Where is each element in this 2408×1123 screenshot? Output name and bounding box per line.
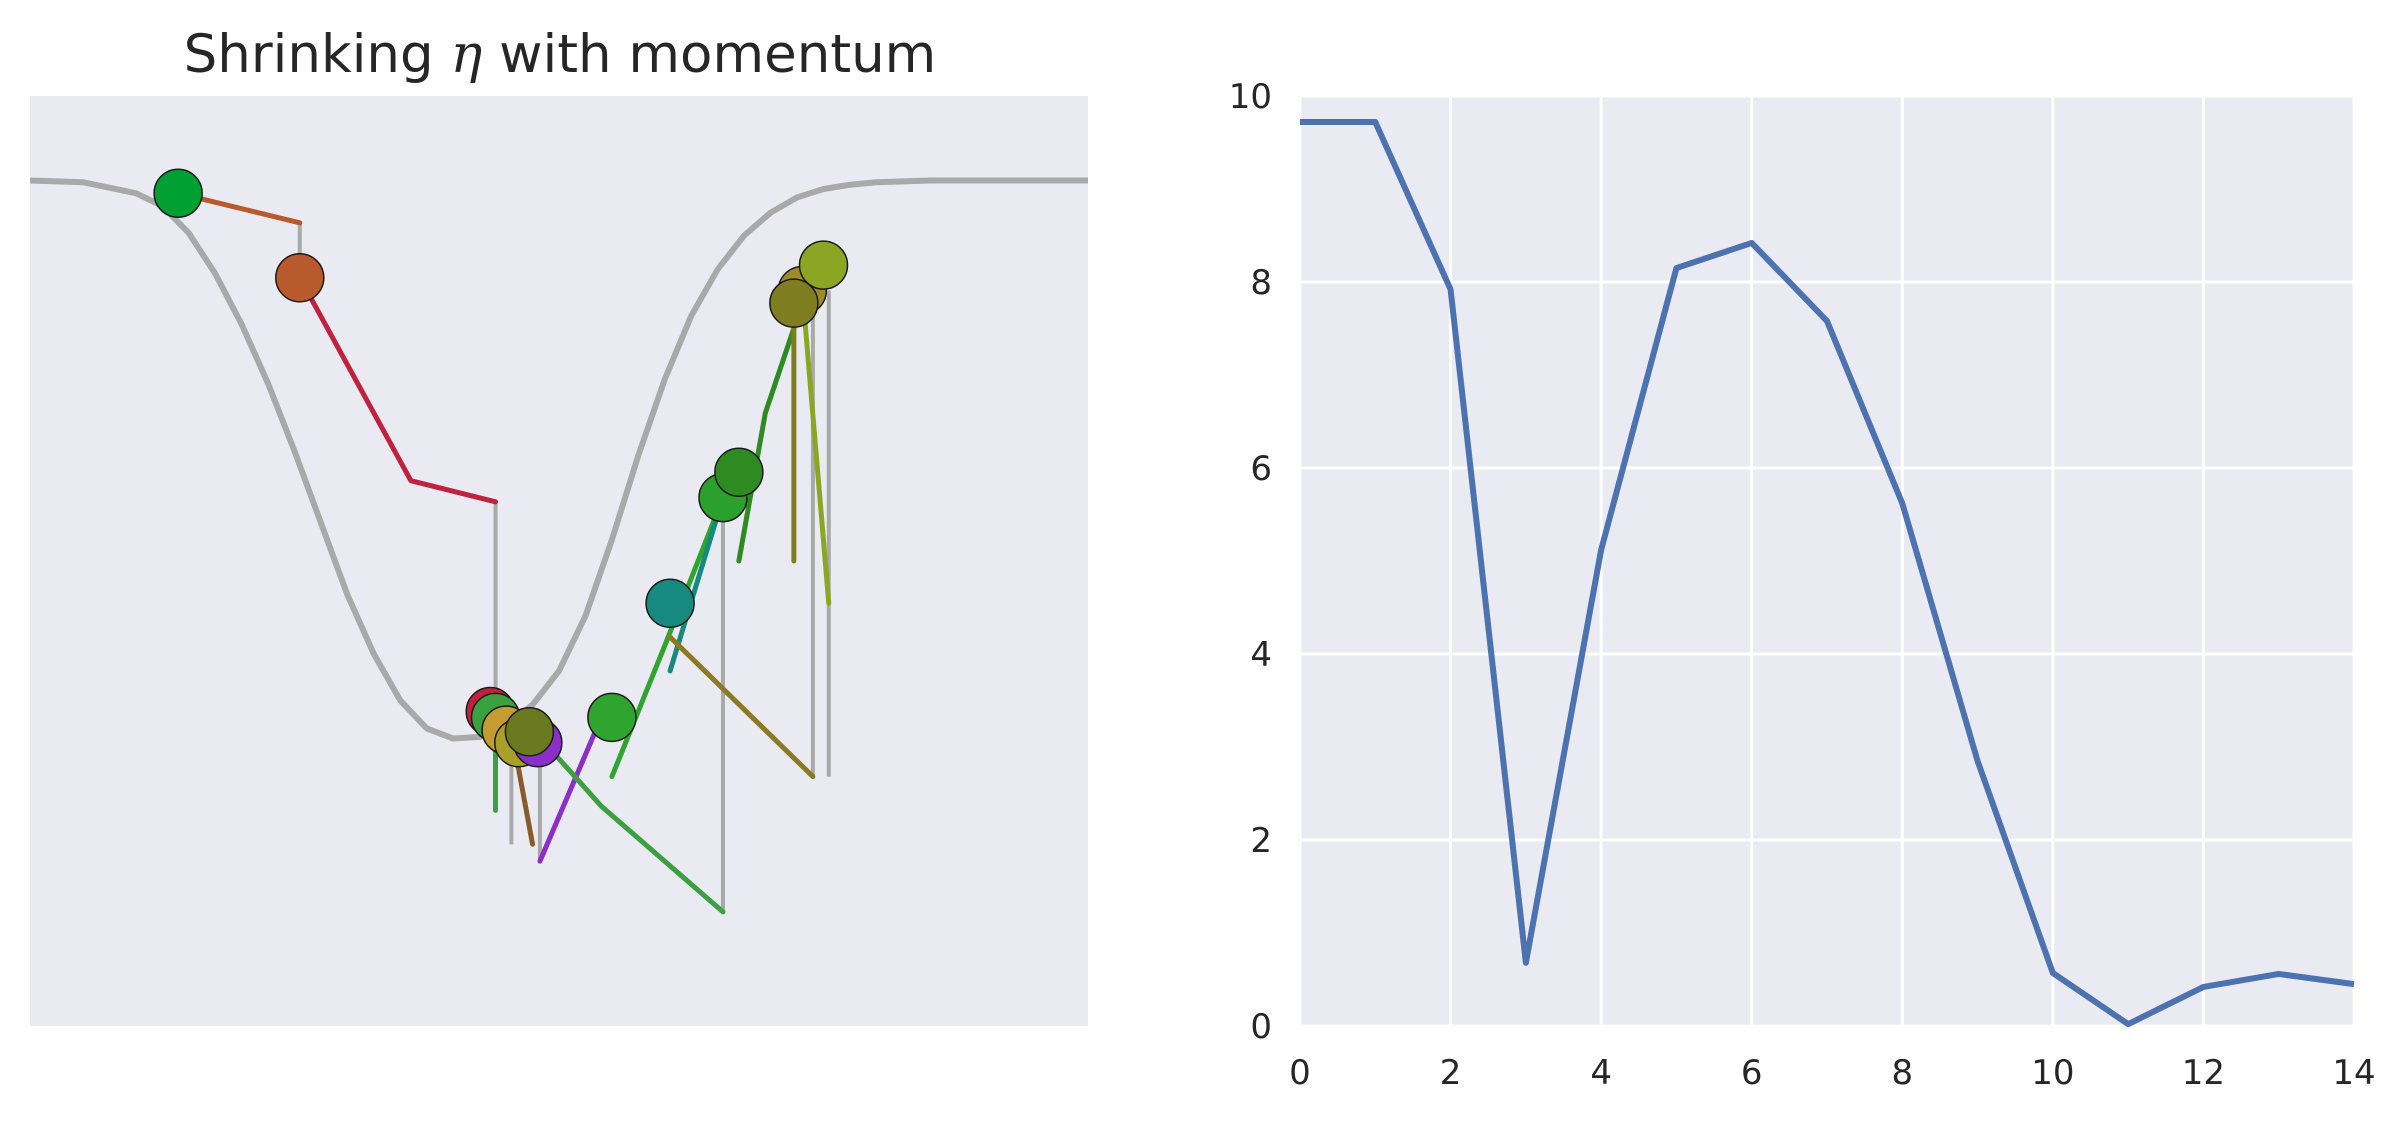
title-prefix: Shrinking xyxy=(184,24,434,85)
x-tick-label-6: 12 xyxy=(2182,1053,2225,1093)
y-tick-label-1: 2 xyxy=(1250,821,1272,861)
step-path-5 xyxy=(545,744,726,915)
iterate-point-1 xyxy=(275,253,325,303)
x-tick-label-2: 4 xyxy=(1590,1053,1612,1093)
y-tick-label-0: 0 xyxy=(1250,1007,1272,1047)
right-plot-background xyxy=(1300,96,2354,1026)
iterate-point-8 xyxy=(587,692,637,743)
loss-series-line xyxy=(1300,119,2355,1028)
step-path-9 xyxy=(736,300,805,564)
iterate-point-0 xyxy=(153,168,203,218)
x-tick-label-4: 8 xyxy=(1891,1053,1913,1093)
x-tick-label-7: 14 xyxy=(2332,1053,2375,1093)
x-tick-label-5: 10 xyxy=(2031,1053,2074,1093)
iterate-point-9 xyxy=(645,578,695,629)
title-suffix: with momentum xyxy=(499,24,936,85)
y-tick-label-3: 6 xyxy=(1250,449,1272,489)
iterate-point-7 xyxy=(504,707,555,757)
iterate-point-11 xyxy=(714,447,764,497)
step-path-8 xyxy=(667,634,816,780)
y-tick-label-2: 4 xyxy=(1250,635,1272,675)
step-path-1 xyxy=(297,275,499,505)
step-path-4 xyxy=(537,714,604,864)
iterate-point-13 xyxy=(769,278,819,328)
iterate-point-14 xyxy=(798,240,849,290)
left-plot-area xyxy=(30,96,1088,1026)
title-eta-symbol: η xyxy=(451,24,483,85)
step-path-10 xyxy=(799,287,832,606)
y-tick-label-4: 8 xyxy=(1250,263,1272,303)
x-tick-label-0: 0 xyxy=(1289,1053,1311,1093)
left-plot-marks xyxy=(30,168,1088,915)
step-path-7 xyxy=(667,495,726,674)
right-plot-area: 0 2 4 6 8 10 12 14 0 2 4 6 8 10 xyxy=(1229,77,2376,1093)
left-plot-background xyxy=(30,96,1088,1026)
x-tick-label-3: 6 xyxy=(1741,1053,1763,1093)
y-tick-label-5: 10 xyxy=(1229,77,1272,117)
x-tick-label-1: 2 xyxy=(1440,1053,1462,1093)
left-chart-title: Shrinking η with momentum xyxy=(184,24,937,85)
